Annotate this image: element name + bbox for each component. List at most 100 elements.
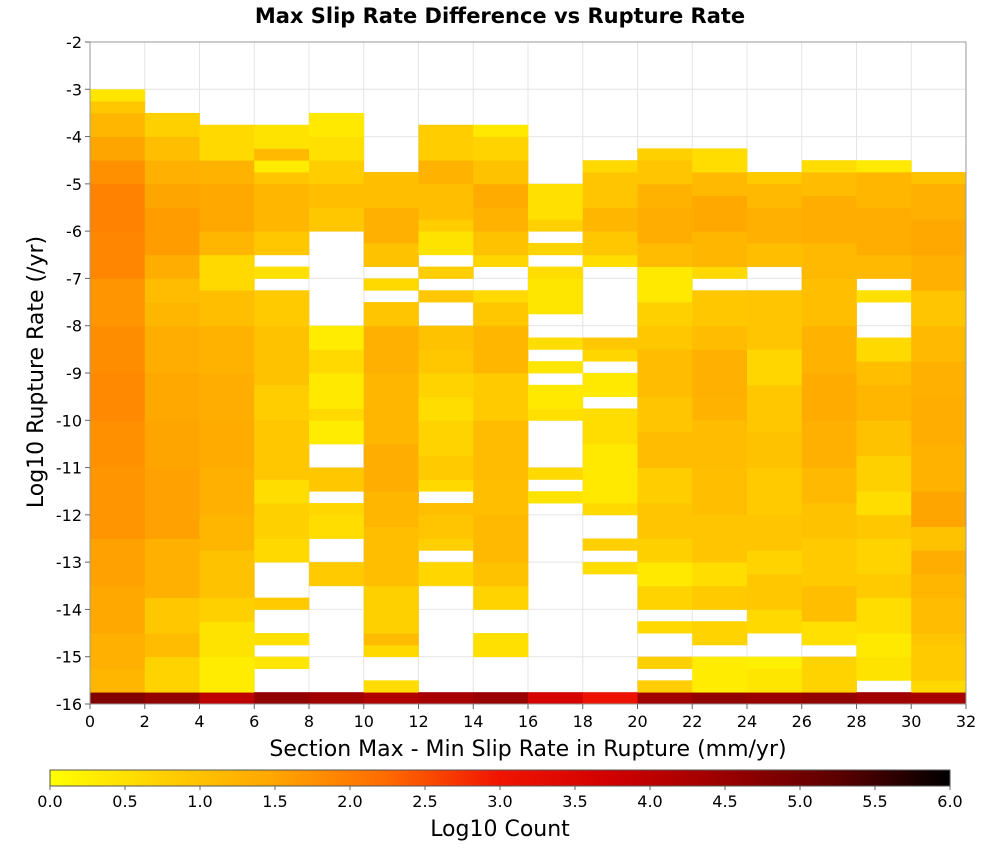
heatmap-cell xyxy=(637,621,693,634)
heatmap-cell xyxy=(144,254,200,279)
heatmap-cell xyxy=(747,514,803,551)
heatmap-cell xyxy=(692,290,748,327)
heatmap-cell xyxy=(473,207,529,232)
colorbar-tick-label: 1.5 xyxy=(262,792,287,811)
heatmap-cell xyxy=(911,526,967,551)
heatmap-cell xyxy=(254,503,310,539)
heatmap-cell xyxy=(911,325,967,362)
heatmap-cell xyxy=(582,503,638,516)
heatmap-cell xyxy=(911,633,967,646)
heatmap-cell xyxy=(747,384,803,433)
heatmap-cell xyxy=(363,585,419,634)
colorbar-ticks: 0.0 0.5 1.0 1.5 2.0 2.5 3.0 3.5 4.0 4.5 5.0 5.5 6.0 xyxy=(37,786,963,811)
heatmap-cell xyxy=(254,148,310,161)
heatmap-cell xyxy=(911,290,967,327)
heatmap-cell xyxy=(637,266,693,303)
heatmap-cell xyxy=(199,621,255,658)
heatmap-cell xyxy=(418,692,474,705)
colorbar-tick-label: 0.5 xyxy=(112,792,137,811)
heatmap-cell xyxy=(801,538,857,587)
heatmap-cell xyxy=(309,207,365,232)
heatmap-cell xyxy=(528,692,584,705)
heatmap-cell xyxy=(199,420,255,468)
heatmap-cell xyxy=(309,514,365,539)
heatmap-cell xyxy=(363,242,419,268)
heatmap-cell xyxy=(90,183,146,232)
heatmap-cell xyxy=(144,597,200,634)
heatmap-cell xyxy=(473,290,529,303)
x-tick-label: 0 xyxy=(85,712,95,731)
heatmap-cell xyxy=(747,183,803,208)
heatmap-cell xyxy=(692,325,748,350)
heatmap-cell xyxy=(144,633,200,658)
heatmap-cell xyxy=(747,432,803,468)
heatmap-cell xyxy=(144,325,200,374)
heatmap-cell xyxy=(692,420,748,468)
y-tick-label: -12 xyxy=(56,506,82,525)
heatmap-cell xyxy=(747,668,803,693)
heatmap-cell xyxy=(637,160,693,185)
heatmap-cell xyxy=(911,680,967,693)
heatmap-cell xyxy=(90,136,146,161)
heatmap-cell xyxy=(582,538,638,551)
heatmap-cell xyxy=(90,101,146,114)
heatmap-cell xyxy=(747,467,803,516)
heatmap-cell xyxy=(747,609,803,634)
heatmap-cell xyxy=(856,573,912,599)
heatmap-cell xyxy=(199,597,255,622)
heatmap-cell xyxy=(473,420,529,480)
heatmap-cell xyxy=(199,514,255,551)
heatmap-cell xyxy=(144,656,200,693)
heatmap-cell xyxy=(309,183,365,208)
heatmap-cell xyxy=(418,479,474,492)
heatmap-cell xyxy=(90,89,146,102)
heatmap-cell xyxy=(309,420,365,445)
heatmap-cell xyxy=(418,514,474,539)
heatmap-cell xyxy=(911,172,967,185)
chart-title: Max Slip Rate Difference vs Rupture Rate xyxy=(255,4,745,28)
heatmap-cell xyxy=(637,396,693,433)
heatmap-cell xyxy=(144,278,200,303)
heatmap-cell xyxy=(363,207,419,244)
heatmap-cell xyxy=(528,491,584,504)
heatmap-cell xyxy=(473,692,529,705)
y-tick-label: -7 xyxy=(66,269,82,288)
x-tick-label: 12 xyxy=(408,712,428,731)
heatmap-cell xyxy=(90,231,146,279)
heatmap-cell xyxy=(309,692,365,705)
heatmap-cell xyxy=(911,491,967,528)
x-tick-label: 22 xyxy=(682,712,702,731)
x-tick-label: 18 xyxy=(573,712,593,731)
heatmap-cell xyxy=(254,384,310,421)
heatmap-cell xyxy=(582,160,638,173)
heatmap-cell xyxy=(254,290,310,327)
heatmap-cell xyxy=(692,349,748,398)
heatmap-cell xyxy=(199,692,255,705)
heatmap-cell xyxy=(801,195,857,244)
x-tick-label: 14 xyxy=(463,712,483,731)
y-tick-label: -4 xyxy=(66,128,82,147)
heatmap-cell xyxy=(363,325,419,374)
y-tick-label: -10 xyxy=(56,411,82,430)
heatmap-cell xyxy=(90,538,146,587)
heatmap-cell xyxy=(254,124,310,149)
heatmap-cell xyxy=(418,455,474,480)
heatmap-cell xyxy=(144,160,200,185)
heatmap-cell xyxy=(254,183,310,232)
heatmap-cell xyxy=(418,420,474,457)
heatmap-cell xyxy=(144,136,200,161)
heatmap-cell xyxy=(692,266,748,279)
heatmap-cell xyxy=(144,467,200,539)
y-tick-label: -3 xyxy=(66,80,82,99)
heatmap-cell xyxy=(856,290,912,303)
heatmap-cell xyxy=(692,585,748,610)
x-axis-label: Section Max - Min Slip Rate in Rupture (… xyxy=(269,737,786,762)
heatmap-cell xyxy=(473,231,529,256)
heatmap-cell xyxy=(363,680,419,693)
heatmap-cell xyxy=(418,503,474,516)
x-axis-ticks: 0 2 4 6 8 10 12 14 16 18 20 22 24 26 28 30 32 xyxy=(85,704,976,731)
heatmap-cell xyxy=(528,266,584,279)
heatmap-cell xyxy=(637,467,693,504)
heatmap-cell xyxy=(473,633,529,658)
heatmap-cell xyxy=(911,361,967,398)
